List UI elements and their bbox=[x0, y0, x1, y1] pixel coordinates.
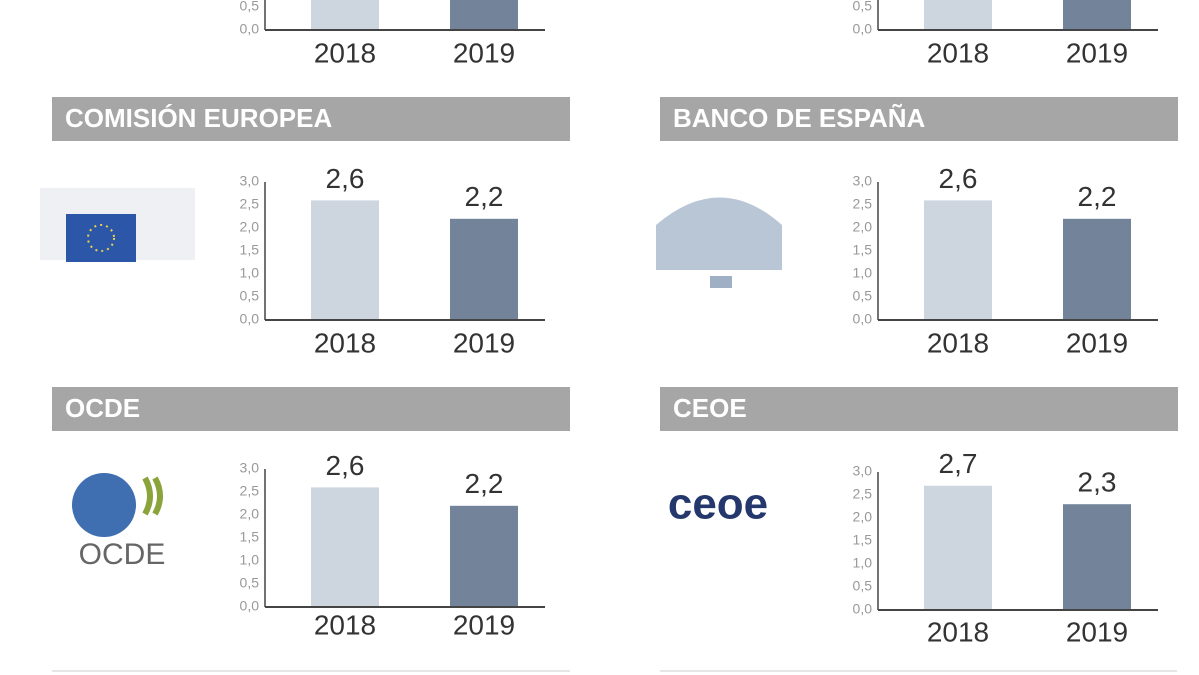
bar bbox=[450, 505, 518, 607]
panel-title: BANCO DE ESPAÑA bbox=[673, 103, 926, 133]
x-tick-label: 2018 bbox=[314, 327, 376, 358]
y-tick-label: 0,5 bbox=[853, 0, 873, 14]
y-tick-label: 2,0 bbox=[853, 219, 873, 235]
y-tick-label: 2,0 bbox=[240, 506, 260, 522]
y-tick-label: 1,5 bbox=[240, 242, 260, 258]
value-label: 2,2 bbox=[1078, 181, 1117, 212]
y-tick-label: 2,5 bbox=[240, 483, 260, 499]
bar bbox=[924, 485, 992, 610]
y-tick-label: 1,0 bbox=[240, 265, 260, 281]
x-tick-label: 2019 bbox=[1066, 616, 1128, 647]
y-tick-label: 0,0 bbox=[240, 311, 260, 327]
x-tick-label: 2018 bbox=[314, 609, 376, 640]
logo-text: OCDE bbox=[79, 538, 166, 571]
y-tick-label: 0,0 bbox=[853, 311, 873, 327]
value-label: 2,6 bbox=[326, 450, 365, 481]
y-tick-label: 2,5 bbox=[240, 196, 260, 212]
bar bbox=[1063, 0, 1131, 30]
y-tick-label: 0,5 bbox=[240, 575, 260, 591]
x-tick-label: 2019 bbox=[453, 327, 515, 358]
value-label: 2,2 bbox=[465, 468, 504, 499]
y-tick-label: 2,5 bbox=[853, 486, 873, 502]
bar bbox=[1063, 504, 1131, 610]
x-tick-label: 2019 bbox=[1066, 327, 1128, 358]
value-label: 2,3 bbox=[1078, 467, 1117, 498]
y-tick-label: 0,0 bbox=[853, 601, 873, 617]
y-tick-label: 0,5 bbox=[853, 578, 873, 594]
panel-header bbox=[660, 387, 1178, 431]
x-tick-label: 2018 bbox=[927, 616, 989, 647]
y-tick-label: 3,0 bbox=[853, 463, 873, 479]
ocde-globe bbox=[72, 473, 163, 537]
x-tick-label: 2019 bbox=[453, 609, 515, 640]
y-tick-label: 0,5 bbox=[240, 0, 260, 14]
y-tick-label: 2,5 bbox=[853, 196, 873, 212]
y-tick-label: 2,0 bbox=[853, 509, 873, 525]
y-tick-label: 1,5 bbox=[853, 532, 873, 548]
panel-title: COMISIÓN EUROPEA bbox=[65, 103, 332, 133]
panel-header bbox=[52, 387, 570, 431]
y-tick-label: 1,0 bbox=[240, 552, 260, 568]
bar bbox=[924, 200, 992, 320]
value-label: 2,6 bbox=[939, 163, 978, 194]
y-tick-label: 1,5 bbox=[240, 529, 260, 545]
y-tick-label: 0,0 bbox=[240, 21, 260, 37]
bar bbox=[311, 0, 379, 30]
value-label: 2,6 bbox=[326, 163, 365, 194]
y-tick-label: 1,0 bbox=[853, 555, 873, 571]
panel-title: OCDE bbox=[65, 393, 140, 423]
x-tick-label: 2018 bbox=[927, 37, 989, 68]
y-tick-label: 3,0 bbox=[853, 173, 873, 189]
x-tick-label: 2019 bbox=[453, 37, 515, 68]
y-tick-label: 3,0 bbox=[240, 173, 260, 189]
bar bbox=[924, 0, 992, 30]
value-label: 2,7 bbox=[939, 448, 978, 479]
x-tick-label: 2019 bbox=[1066, 37, 1128, 68]
bar bbox=[311, 200, 379, 320]
x-tick-label: 2018 bbox=[927, 327, 989, 358]
y-tick-label: 2,0 bbox=[240, 219, 260, 235]
bar bbox=[450, 218, 518, 320]
bde-logo bbox=[656, 197, 782, 288]
panel-title: CEOE bbox=[673, 393, 747, 423]
x-tick-label: 2018 bbox=[314, 37, 376, 68]
y-tick-label: 0,0 bbox=[240, 598, 260, 614]
bar bbox=[1063, 218, 1131, 320]
y-tick-label: 0,5 bbox=[240, 288, 260, 304]
y-tick-label: 1,5 bbox=[853, 242, 873, 258]
panel-header bbox=[52, 97, 570, 141]
logo-text: ceoe bbox=[668, 480, 768, 529]
value-label: 2,2 bbox=[465, 181, 504, 212]
bar bbox=[311, 487, 379, 607]
eu-logo bbox=[40, 188, 195, 262]
bar bbox=[450, 0, 518, 30]
y-tick-label: 1,0 bbox=[853, 265, 873, 281]
y-tick-label: 3,0 bbox=[240, 460, 260, 476]
y-tick-label: 0,5 bbox=[853, 288, 873, 304]
panel-header bbox=[660, 97, 1178, 141]
y-tick-label: 0,0 bbox=[853, 21, 873, 37]
